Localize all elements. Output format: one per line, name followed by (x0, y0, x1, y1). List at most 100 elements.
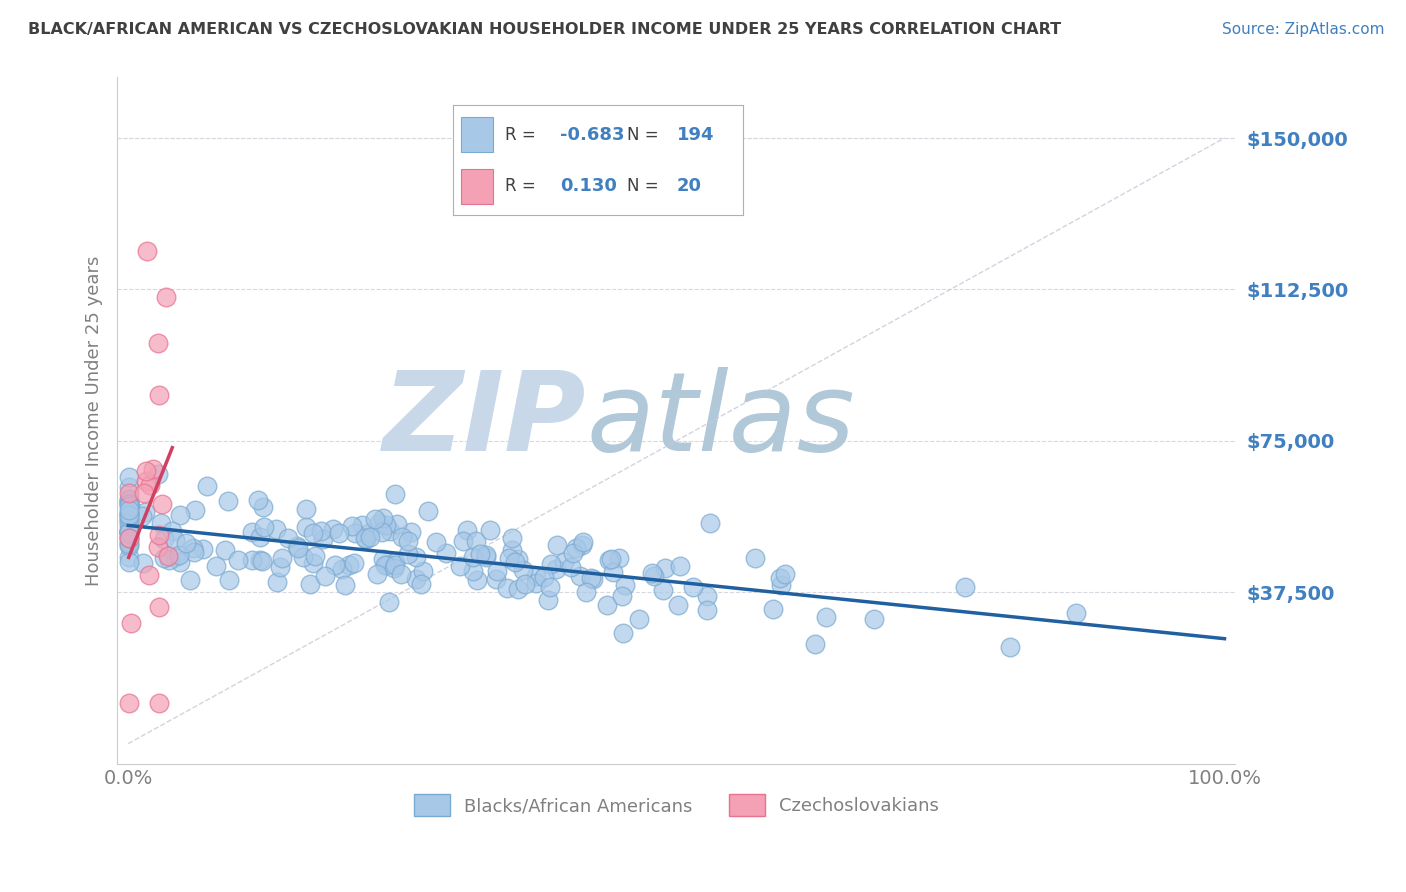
Point (295, 520, 318, 534)
Point (998, 640, 1021, 654)
Point (118, 508, 141, 522)
Point (134, 505, 156, 519)
Point (416, 504, 439, 518)
Point (118, 498, 141, 512)
Point (565, 541, 588, 555)
Point (295, 502, 318, 516)
Point (118, 493, 141, 508)
Point (374, 518, 396, 533)
Point (169, 555, 191, 569)
Point (195, 479, 218, 493)
Point (357, 525, 380, 540)
Point (301, 556, 323, 570)
Point (607, 551, 630, 566)
Point (384, 558, 406, 572)
Point (412, 564, 434, 578)
Point (118, 480, 141, 494)
Point (485, 572, 508, 586)
Point (373, 511, 395, 525)
Point (309, 524, 332, 538)
Point (339, 558, 361, 573)
Point (118, 537, 141, 551)
Point (155, 290, 177, 304)
Point (150, 516, 173, 530)
Point (380, 524, 402, 538)
Point (246, 493, 269, 508)
Point (475, 549, 498, 564)
Point (512, 563, 534, 577)
Point (538, 580, 561, 594)
Point (118, 531, 141, 545)
Point (134, 486, 156, 500)
Point (503, 555, 526, 569)
Point (120, 615, 142, 630)
Point (118, 539, 141, 553)
Point (136, 244, 159, 258)
Point (582, 572, 605, 586)
Point (571, 538, 593, 552)
Point (533, 570, 555, 584)
Point (120, 500, 142, 514)
Point (181, 541, 204, 556)
Point (218, 574, 240, 588)
Point (537, 593, 560, 607)
Point (396, 547, 419, 561)
Point (193, 541, 215, 556)
Point (330, 561, 353, 575)
Legend: Blacks/African Americans, Czechoslovakians: Blacks/African Americans, Czechoslovakia… (406, 787, 946, 823)
Point (508, 582, 530, 597)
Point (118, 499, 141, 513)
Point (118, 495, 141, 509)
Point (148, 600, 170, 615)
Point (696, 589, 718, 603)
Point (405, 550, 427, 565)
Point (389, 567, 412, 582)
Point (138, 567, 160, 582)
Point (269, 560, 291, 574)
Point (513, 577, 536, 591)
Point (359, 530, 381, 544)
Point (464, 534, 486, 549)
Point (135, 464, 157, 478)
Point (612, 589, 634, 603)
Point (769, 571, 792, 585)
Point (401, 525, 423, 540)
Point (449, 558, 471, 573)
Point (135, 474, 157, 488)
Point (953, 580, 976, 594)
Point (627, 612, 650, 626)
Point (333, 578, 356, 592)
Point (371, 525, 394, 540)
Point (1064, 607, 1087, 621)
Point (862, 612, 884, 626)
Point (612, 626, 634, 640)
Point (409, 577, 432, 591)
Point (217, 493, 239, 508)
Text: BLACK/AFRICAN AMERICAN VS CZECHOSLOVAKIAN HOUSEHOLDER INCOME UNDER 25 YEARS CORR: BLACK/AFRICAN AMERICAN VS CZECHOSLOVAKIA… (28, 22, 1062, 37)
Point (302, 525, 325, 540)
Point (179, 573, 201, 587)
Point (553, 555, 575, 569)
Point (814, 610, 837, 624)
Point (152, 533, 174, 547)
Text: ZIP: ZIP (384, 368, 586, 475)
Point (148, 336, 170, 351)
Point (184, 503, 207, 517)
Point (118, 550, 141, 565)
Point (118, 496, 141, 510)
Point (498, 550, 520, 565)
Point (118, 530, 141, 544)
Point (165, 549, 187, 564)
Y-axis label: Householder Income Under 25 years: Householder Income Under 25 years (86, 255, 103, 586)
Point (391, 530, 413, 544)
Point (463, 564, 485, 578)
Point (252, 500, 274, 515)
Point (118, 520, 141, 534)
Point (375, 558, 398, 573)
Point (343, 556, 366, 570)
Point (312, 532, 335, 546)
Point (118, 516, 141, 530)
Point (118, 492, 141, 507)
Point (277, 531, 299, 545)
Point (118, 555, 141, 569)
